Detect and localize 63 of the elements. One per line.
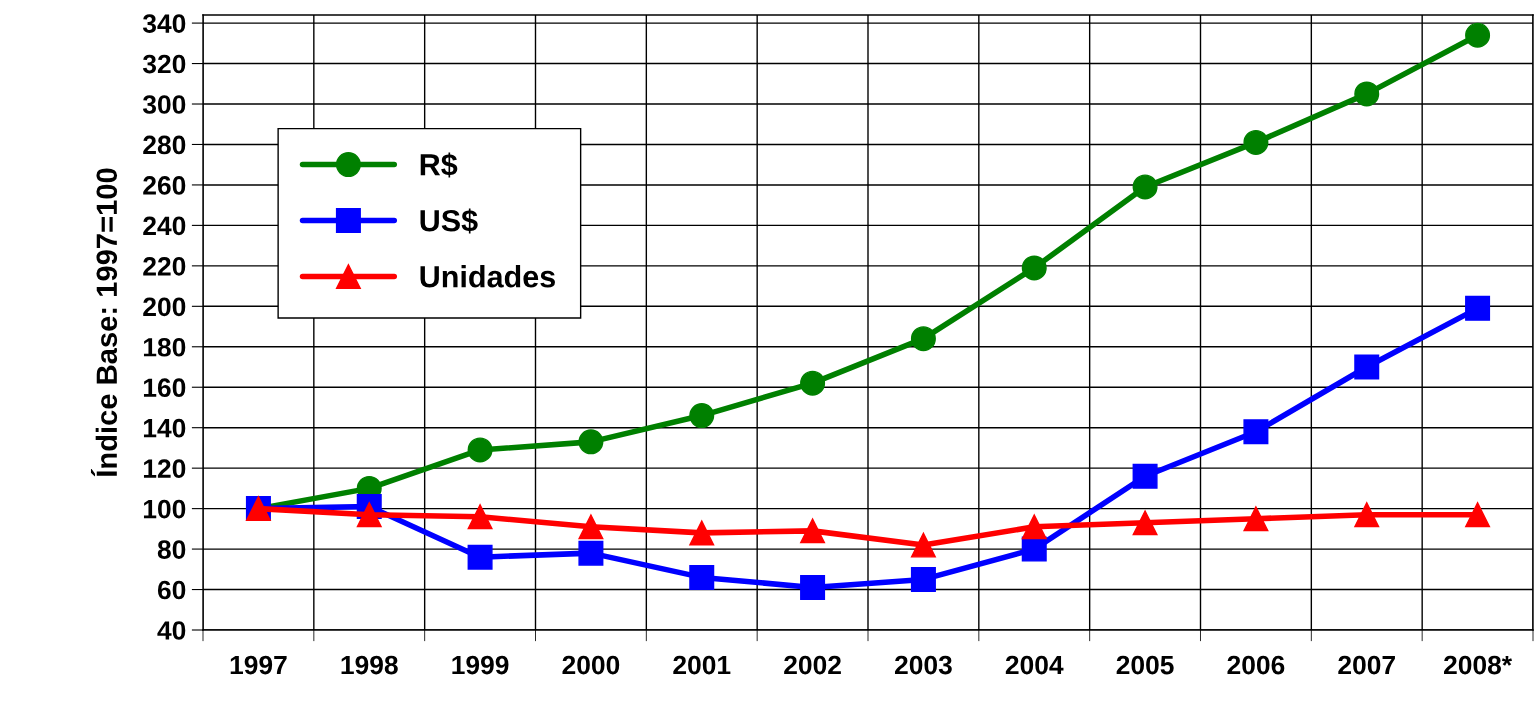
x-tick-label: 1997 [230, 655, 287, 675]
y-tick-label: 160 [143, 378, 186, 398]
x-tick-label: 2008* [1444, 655, 1513, 675]
y-tick-label: 240 [143, 216, 186, 236]
point [1465, 22, 1491, 48]
y-tick-label: 180 [143, 337, 186, 357]
point [1354, 354, 1380, 380]
point [910, 566, 936, 592]
point [910, 326, 936, 352]
y-tick-label: 200 [143, 297, 186, 317]
x-tick-label: 2002 [784, 655, 841, 675]
point [800, 370, 826, 396]
point [800, 518, 826, 544]
y-tick-label: 120 [143, 459, 186, 478]
y-tick-label: 220 [143, 256, 186, 276]
y-tick-label: 60 [157, 580, 186, 600]
point [1465, 502, 1491, 528]
point [689, 403, 715, 429]
point [1354, 502, 1380, 528]
point [689, 564, 715, 590]
x-tick-label: 2006 [1227, 655, 1285, 675]
y-tick-label: 340 [142, 14, 186, 33]
x-tick-label: 2004 [1005, 655, 1064, 675]
point [1354, 81, 1380, 107]
y-tick-label: 320 [142, 54, 186, 74]
x-tick-label: 2003 [894, 655, 952, 675]
y-tick-label: 260 [143, 176, 186, 195]
y-tick-label: 280 [143, 135, 186, 155]
point [356, 502, 382, 528]
y-tick-label: 300 [142, 95, 186, 114]
y-axis-title: Índice Base: 1997=100 [90, 168, 118, 477]
point [578, 540, 604, 566]
point [800, 575, 826, 601]
point [1021, 255, 1047, 281]
point [467, 437, 493, 463]
point [1243, 419, 1269, 445]
x-tick-label: 2001 [673, 655, 731, 675]
x-tick-label: 2007 [1338, 655, 1395, 675]
point [1021, 536, 1047, 562]
legend-label: R$ [420, 152, 458, 178]
x-tick-label: 1998 [341, 655, 398, 675]
point [578, 514, 604, 540]
point [467, 504, 493, 530]
y-tick-label: 40 [157, 621, 186, 640]
point [1243, 129, 1269, 155]
x-tick-label: 1999 [452, 655, 509, 675]
y-tick-label: 140 [143, 418, 186, 438]
point [910, 532, 936, 558]
x-tick-label: 2005 [1116, 655, 1174, 675]
point [1132, 510, 1158, 536]
point [689, 520, 715, 546]
y-tick-label: 80 [157, 540, 186, 559]
point [1243, 506, 1269, 532]
point [467, 544, 493, 570]
y-tick-label: 100 [143, 499, 186, 519]
legend-label: Unidades [420, 265, 555, 288]
point [1132, 463, 1158, 489]
point [578, 429, 604, 455]
x-tick-label: 2000 [562, 655, 620, 675]
point [1132, 174, 1158, 200]
point [1465, 295, 1491, 321]
point [1021, 514, 1047, 540]
legend-label: US$ [420, 208, 478, 234]
